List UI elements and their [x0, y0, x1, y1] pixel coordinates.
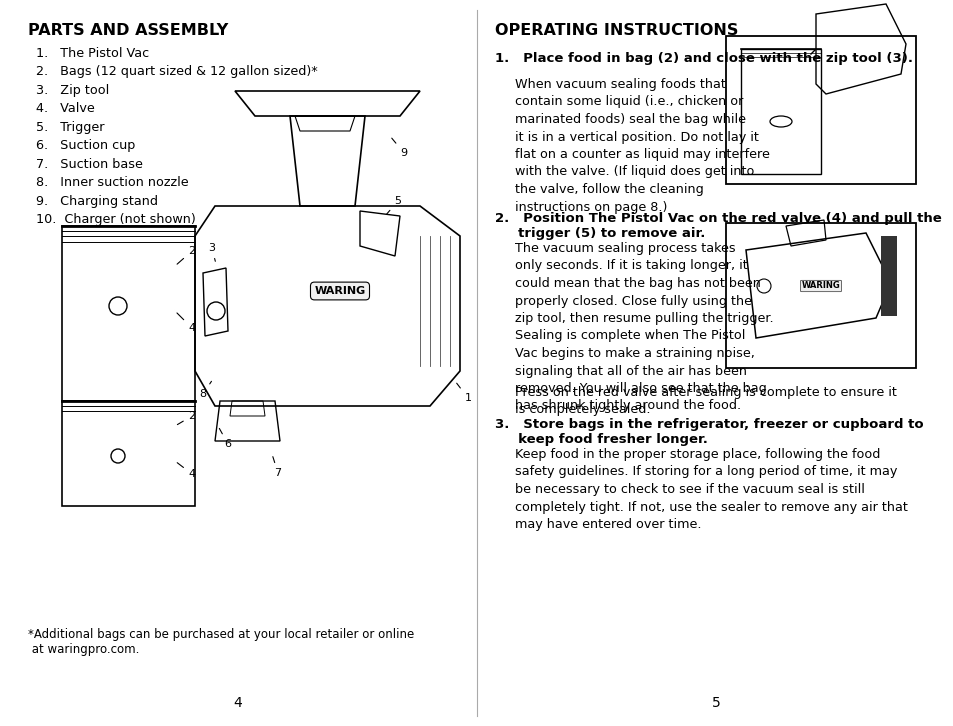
Text: 9: 9 — [392, 138, 407, 158]
Text: 1.   The Pistol Vac: 1. The Pistol Vac — [36, 47, 149, 60]
Text: 9.   Charging stand: 9. Charging stand — [36, 195, 158, 208]
Text: 2: 2 — [177, 411, 195, 425]
Text: 4: 4 — [177, 462, 195, 479]
Text: 3: 3 — [209, 243, 215, 261]
Text: *Additional bags can be purchased at your local retailer or online
 at waringpro: *Additional bags can be purchased at you… — [28, 628, 414, 656]
Text: 4: 4 — [233, 696, 242, 710]
Text: 3.   Store bags in the refrigerator, freezer or cupboard to
     keep food fresh: 3. Store bags in the refrigerator, freez… — [495, 418, 923, 446]
Text: 5.   Trigger: 5. Trigger — [36, 121, 105, 134]
Text: PARTS AND ASSEMBLY: PARTS AND ASSEMBLY — [28, 23, 228, 38]
Text: 1: 1 — [456, 383, 471, 403]
Text: 4: 4 — [176, 313, 195, 333]
Text: The vacuum sealing process takes
only seconds. If it is taking longer, it
could : The vacuum sealing process takes only se… — [515, 242, 773, 412]
Bar — [725, 36, 915, 184]
Text: When vacuum sealing foods that
contain some liquid (i.e., chicken or
marinated f: When vacuum sealing foods that contain s… — [515, 78, 769, 213]
Text: 8.   Inner suction nozzle: 8. Inner suction nozzle — [36, 176, 189, 189]
Text: 10.  Charger (not shown): 10. Charger (not shown) — [36, 213, 195, 227]
Text: 5: 5 — [386, 196, 401, 214]
Text: 2: 2 — [177, 246, 195, 264]
Bar — [880, 236, 896, 316]
Text: 7.   Suction base: 7. Suction base — [36, 158, 143, 171]
Text: Keep food in the proper storage place, following the food
safety guidelines. If : Keep food in the proper storage place, f… — [515, 448, 907, 531]
Text: WARING: WARING — [801, 282, 840, 290]
Text: 2.   Bags (12 quart sized & 12 gallon sized)*: 2. Bags (12 quart sized & 12 gallon size… — [36, 65, 317, 78]
Bar — [725, 223, 915, 368]
Text: 8: 8 — [199, 381, 212, 399]
Text: 6.   Suction cup: 6. Suction cup — [36, 139, 135, 152]
Text: WARING: WARING — [314, 286, 365, 296]
Text: Press on the red valve after sealing is complete to ensure it
is completely seal: Press on the red valve after sealing is … — [515, 386, 896, 417]
Text: 2.   Position The Pistol Vac on the red valve (4) and pull the
     trigger (5) : 2. Position The Pistol Vac on the red va… — [495, 212, 941, 240]
Text: 1.   Place food in bag (2) and close with the zip tool (3).: 1. Place food in bag (2) and close with … — [495, 52, 912, 65]
Text: 7: 7 — [273, 457, 281, 478]
Text: OPERATING INSTRUCTIONS: OPERATING INSTRUCTIONS — [495, 23, 738, 38]
Text: 5: 5 — [711, 696, 720, 710]
Text: 4.   Valve: 4. Valve — [36, 102, 94, 115]
Text: 6: 6 — [219, 428, 232, 449]
Text: 3.   Zip tool: 3. Zip tool — [36, 84, 110, 97]
